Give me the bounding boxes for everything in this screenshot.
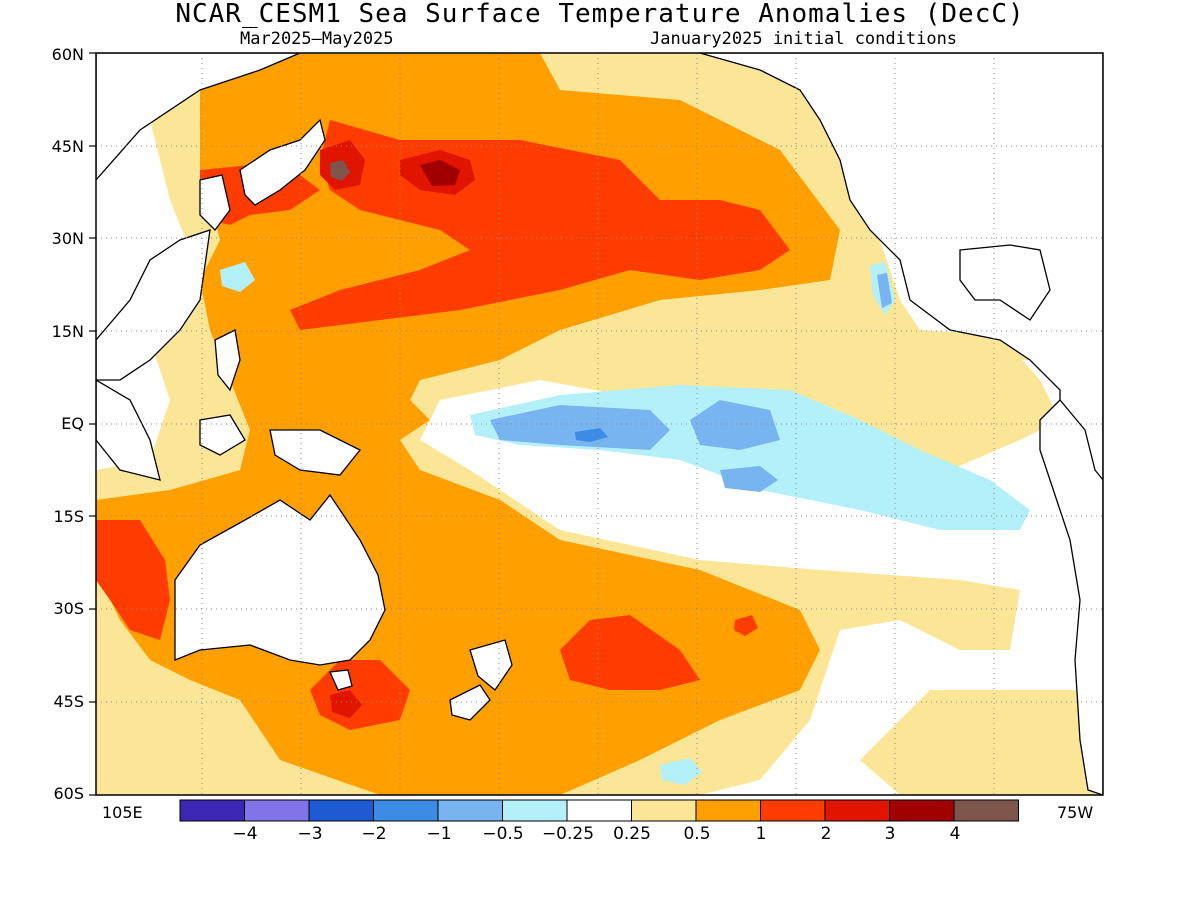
colorbar-swatch [566, 799, 632, 822]
colorbar-swatch [953, 799, 1019, 822]
colorbar-swatch [179, 799, 245, 822]
colorbar-swatch [308, 799, 374, 822]
korea [199, 174, 231, 231]
south-america [1039, 399, 1103, 795]
asia-north [96, 53, 301, 181]
lat-label-15n: 15N [51, 322, 84, 341]
colorbar-label: −4 [232, 824, 258, 844]
anomaly-field [96, 53, 1103, 795]
initial-conditions: January2025 initial conditions [650, 29, 958, 49]
colorbar-swatch [631, 799, 697, 822]
anomaly-band-gt-4 [330, 160, 350, 181]
colorbar-swatch [824, 799, 890, 822]
colorbar-label: 2 [820, 824, 832, 844]
colorbar-swatch [889, 799, 955, 822]
colorbar-swatch [760, 799, 826, 822]
colorbar-label: −2 [361, 824, 387, 844]
tasmania [329, 669, 353, 691]
lat-label-30s: 30S [53, 599, 84, 618]
colorbar-label: −3 [297, 824, 323, 844]
tick-marks [89, 52, 96, 796]
forecast-period: Mar2025–May2025 [240, 29, 394, 49]
lat-label-45s: 45S [53, 692, 84, 711]
gulf-of-mexico-coast [959, 244, 1051, 321]
lat-label-15s: 15S [53, 507, 84, 526]
australia [174, 493, 386, 666]
colorbar-label: 0.25 [613, 824, 651, 844]
colorbar-label: −0.5 [482, 824, 524, 844]
new-guinea [269, 429, 362, 476]
lat-label-45n: 45N [51, 137, 84, 156]
colorbar-label: 3 [884, 824, 896, 844]
southeast-asia [96, 379, 161, 481]
colorbar-swatch [244, 799, 310, 822]
lon-label-105e: 105E [102, 803, 143, 822]
colorbar-label: 0.5 [683, 824, 711, 844]
map-title: NCAR_CESM1 Sea Surface Temperature Anoma… [175, 0, 1025, 29]
lat-label-60n: 60N [51, 45, 84, 64]
lat-label-60s: 60S [53, 784, 84, 803]
anomaly-band-neg-1 [490, 172, 1103, 492]
japan [239, 118, 326, 206]
colorbar-swatch [373, 799, 439, 822]
philippines [214, 329, 241, 392]
graticule [96, 53, 1103, 795]
colorbar-swatch [695, 799, 761, 822]
colorbar [179, 799, 1019, 822]
anomaly-band-3-4 [420, 160, 460, 186]
colorbar-label: 4 [949, 824, 961, 844]
colorbar-label: 1 [755, 824, 767, 844]
borneo [199, 414, 246, 456]
lon-label-75w: 75W [1057, 803, 1094, 822]
landmasses [96, 53, 1103, 795]
colorbar-label: −0.25 [541, 824, 595, 844]
asia-mainland [96, 229, 211, 381]
new-zealand-north [469, 639, 513, 691]
lat-label-eq: EQ [61, 414, 84, 433]
colorbar-swatch [437, 799, 503, 822]
lat-label-30n: 30N [51, 229, 84, 248]
new-zealand-south [449, 684, 491, 721]
colorbar-label: −1 [426, 824, 452, 844]
colorbar-swatch [502, 799, 568, 822]
